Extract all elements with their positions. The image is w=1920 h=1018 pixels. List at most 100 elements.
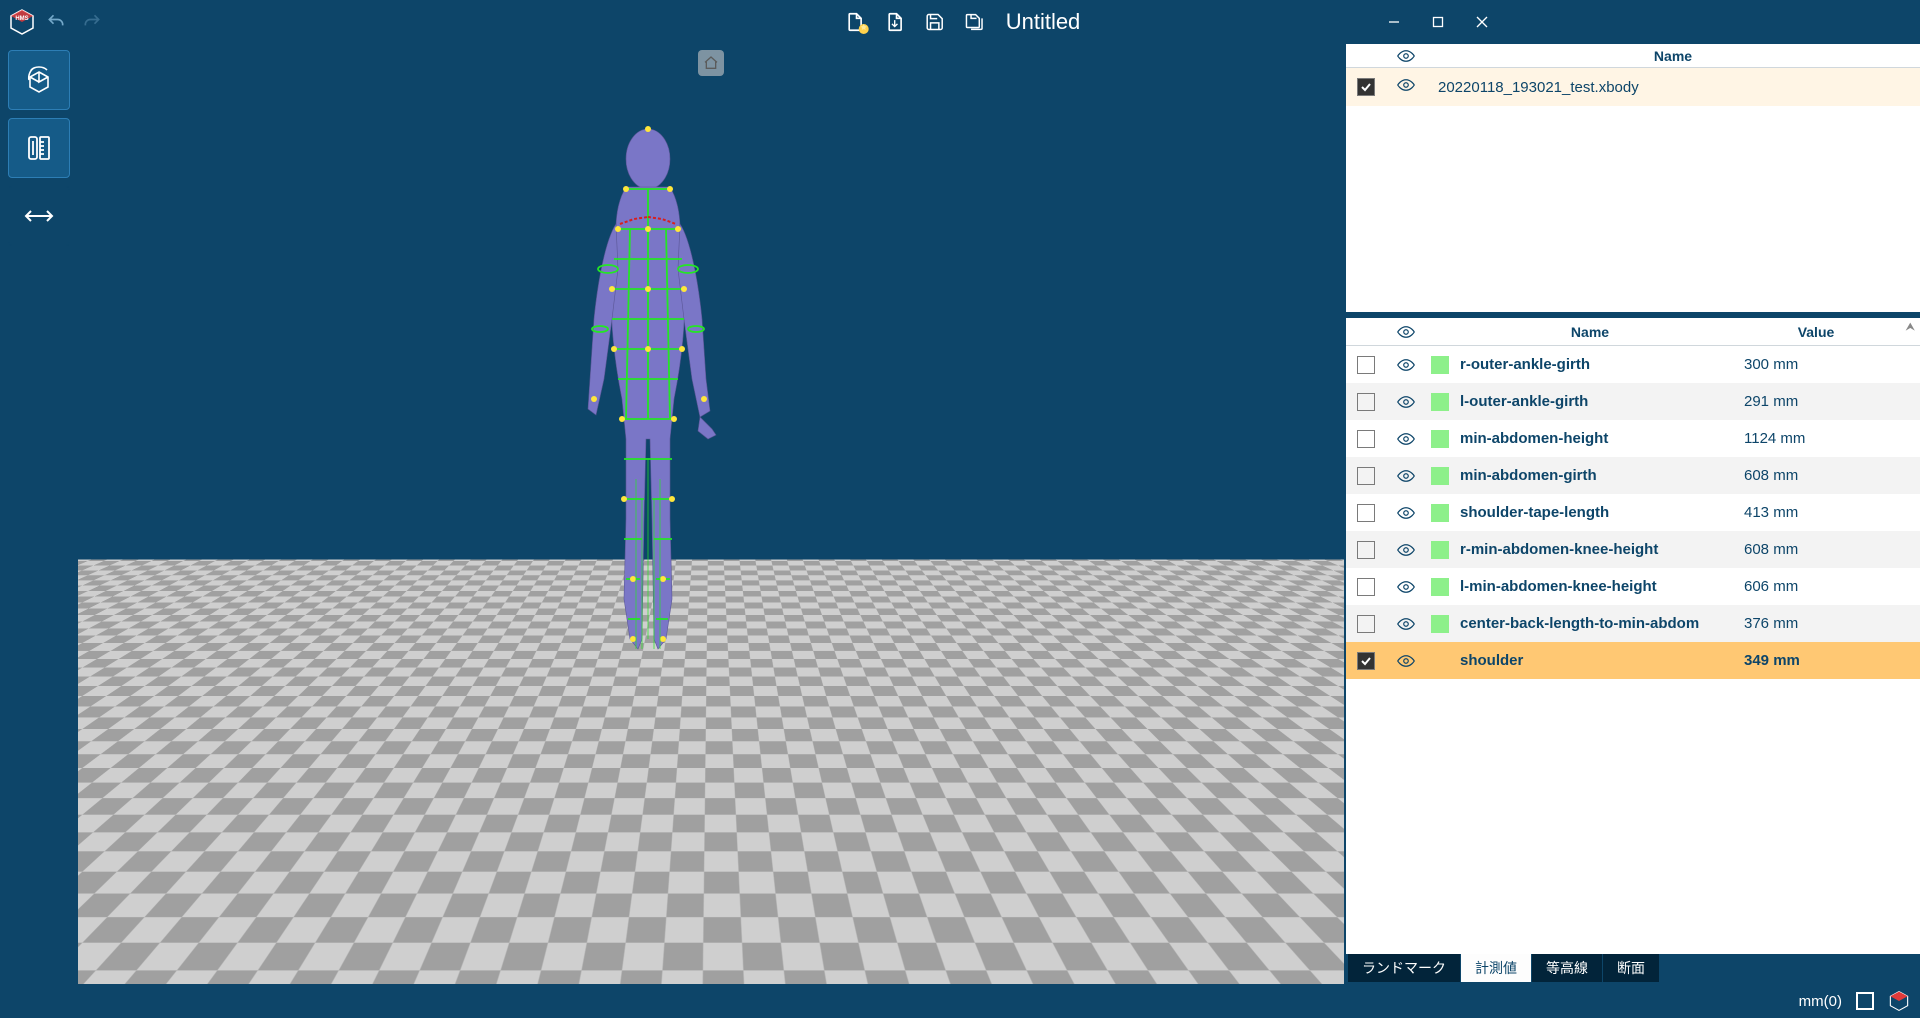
color-swatch	[1431, 393, 1449, 411]
color-swatch	[1431, 615, 1449, 633]
app-logo-icon: HMS	[8, 8, 36, 36]
measurement-checkbox[interactable]	[1357, 541, 1375, 559]
measurement-checkbox[interactable]	[1357, 467, 1375, 485]
svg-text:F: F	[1264, 911, 1274, 928]
color-swatch	[1431, 652, 1449, 670]
visibility-toggle-icon[interactable]	[1386, 654, 1426, 668]
models-list: 20220118_193021_test.xbody	[1346, 68, 1920, 106]
titlebar: HMS Untitled	[0, 0, 1504, 44]
measurement-row[interactable]: r-min-abdomen-knee-height 608 mm	[1346, 531, 1920, 568]
models-pane: Name 20220118_193021_test.xbody	[1346, 44, 1920, 312]
redo-button[interactable]	[76, 6, 108, 38]
save-all-button[interactable]	[960, 7, 990, 37]
scroll-up-icon[interactable]: ⮝	[1906, 322, 1918, 334]
measurement-row[interactable]: shoulder 349 mm	[1346, 642, 1920, 679]
undo-button[interactable]	[40, 6, 72, 38]
visibility-toggle-icon[interactable]	[1386, 358, 1426, 372]
view-cube[interactable]: F R	[1244, 884, 1304, 944]
save-file-button[interactable]	[920, 7, 950, 37]
measurement-checkbox[interactable]	[1357, 430, 1375, 448]
tab[interactable]: 計測値	[1461, 954, 1532, 982]
measurement-checkbox[interactable]	[1357, 578, 1375, 596]
color-swatch	[1431, 467, 1449, 485]
main-area: F R Name 20220118_193021_test.xbody	[0, 44, 1920, 984]
meas-header-value: Value	[1726, 324, 1906, 340]
model-filename: 20220118_193021_test.xbody	[1426, 79, 1920, 96]
body-model	[538, 119, 758, 684]
minimize-button[interactable]	[1372, 4, 1416, 40]
viewport-3d[interactable]: F R	[78, 44, 1344, 984]
svg-text:HMS: HMS	[15, 16, 28, 22]
tab[interactable]: ランドマーク	[1348, 954, 1461, 982]
measurement-name: center-back-length-to-min-abdom	[1454, 615, 1740, 632]
measurement-name: min-abdomen-height	[1454, 430, 1740, 447]
measurement-row[interactable]: l-outer-ankle-girth 291 mm	[1346, 383, 1920, 420]
status-app-icon[interactable]	[1888, 990, 1910, 1012]
titlebar-left: HMS	[0, 6, 108, 38]
measurement-value: 608 mm	[1740, 467, 1920, 484]
measurement-checkbox[interactable]	[1357, 504, 1375, 522]
measurement-value: 376 mm	[1740, 615, 1920, 632]
measurement-value: 300 mm	[1740, 356, 1920, 373]
titlebar-center: Untitled	[840, 7, 1081, 37]
tab-strip: ランドマーク計測値等高線断面	[1346, 954, 1920, 984]
home-view-button[interactable]	[698, 50, 724, 76]
models-header-visibility-col	[1386, 49, 1426, 63]
visibility-toggle-icon[interactable]	[1386, 432, 1426, 446]
color-swatch	[1431, 541, 1449, 559]
visibility-toggle-icon[interactable]	[1386, 580, 1426, 594]
measurements-pane: Name Value ⮝ r-outer-ankle-girth 300 mm …	[1346, 318, 1920, 984]
measurement-value: 606 mm	[1740, 578, 1920, 595]
status-layer-icon[interactable]	[1856, 992, 1874, 1010]
tool-width[interactable]	[8, 186, 70, 246]
measurement-name: r-outer-ankle-girth	[1454, 356, 1740, 373]
measurement-name: l-min-abdomen-knee-height	[1454, 578, 1740, 595]
models-header: Name	[1346, 44, 1920, 68]
meas-header-visibility-col	[1386, 325, 1426, 339]
status-unit: mm(0)	[1799, 993, 1842, 1010]
measurement-value: 1124 mm	[1740, 430, 1920, 447]
measurement-value: 608 mm	[1740, 541, 1920, 558]
document-title: Untitled	[1006, 9, 1081, 35]
tab[interactable]: 等高線	[1532, 954, 1603, 982]
measurement-value: 291 mm	[1740, 393, 1920, 410]
measurement-row[interactable]: min-abdomen-girth 608 mm	[1346, 457, 1920, 494]
measurement-name: shoulder	[1454, 652, 1740, 669]
visibility-toggle-icon[interactable]	[1386, 395, 1426, 409]
tool-measure[interactable]	[8, 118, 70, 178]
color-swatch	[1431, 504, 1449, 522]
measurement-name: r-min-abdomen-knee-height	[1454, 541, 1740, 558]
visibility-toggle-icon[interactable]	[1386, 469, 1426, 483]
measurements-list: r-outer-ankle-girth 300 mm l-outer-ankle…	[1346, 346, 1920, 954]
measurement-row[interactable]: min-abdomen-height 1124 mm	[1346, 420, 1920, 457]
visibility-toggle-icon[interactable]	[1397, 78, 1415, 96]
model-checkbox[interactable]	[1357, 78, 1375, 96]
color-swatch	[1431, 356, 1449, 374]
measurement-row[interactable]: l-min-abdomen-knee-height 606 mm	[1346, 568, 1920, 605]
tool-view[interactable]	[8, 50, 70, 110]
meas-header-name: Name	[1454, 324, 1726, 340]
measurement-row[interactable]: r-outer-ankle-girth 300 mm	[1346, 346, 1920, 383]
measurement-value: 413 mm	[1740, 504, 1920, 521]
measurement-name: min-abdomen-girth	[1454, 467, 1740, 484]
close-button[interactable]	[1460, 4, 1504, 40]
visibility-toggle-icon[interactable]	[1386, 506, 1426, 520]
right-panel: Name 20220118_193021_test.xbody Name Val…	[1344, 44, 1920, 984]
measurement-checkbox[interactable]	[1357, 615, 1375, 633]
color-swatch	[1431, 578, 1449, 596]
left-toolbar	[0, 44, 78, 984]
measurement-checkbox[interactable]	[1357, 393, 1375, 411]
measurement-checkbox[interactable]	[1357, 652, 1375, 670]
color-swatch	[1431, 430, 1449, 448]
visibility-toggle-icon[interactable]	[1386, 543, 1426, 557]
new-file-button[interactable]	[840, 7, 870, 37]
measurement-name: l-outer-ankle-girth	[1454, 393, 1740, 410]
measurement-row[interactable]: center-back-length-to-min-abdom 376 mm	[1346, 605, 1920, 642]
open-file-button[interactable]	[880, 7, 910, 37]
tab[interactable]: 断面	[1603, 954, 1660, 982]
maximize-button[interactable]	[1416, 4, 1460, 40]
measurement-checkbox[interactable]	[1357, 356, 1375, 374]
measurement-row[interactable]: shoulder-tape-length 413 mm	[1346, 494, 1920, 531]
visibility-toggle-icon[interactable]	[1386, 617, 1426, 631]
model-row[interactable]: 20220118_193021_test.xbody	[1346, 68, 1920, 106]
